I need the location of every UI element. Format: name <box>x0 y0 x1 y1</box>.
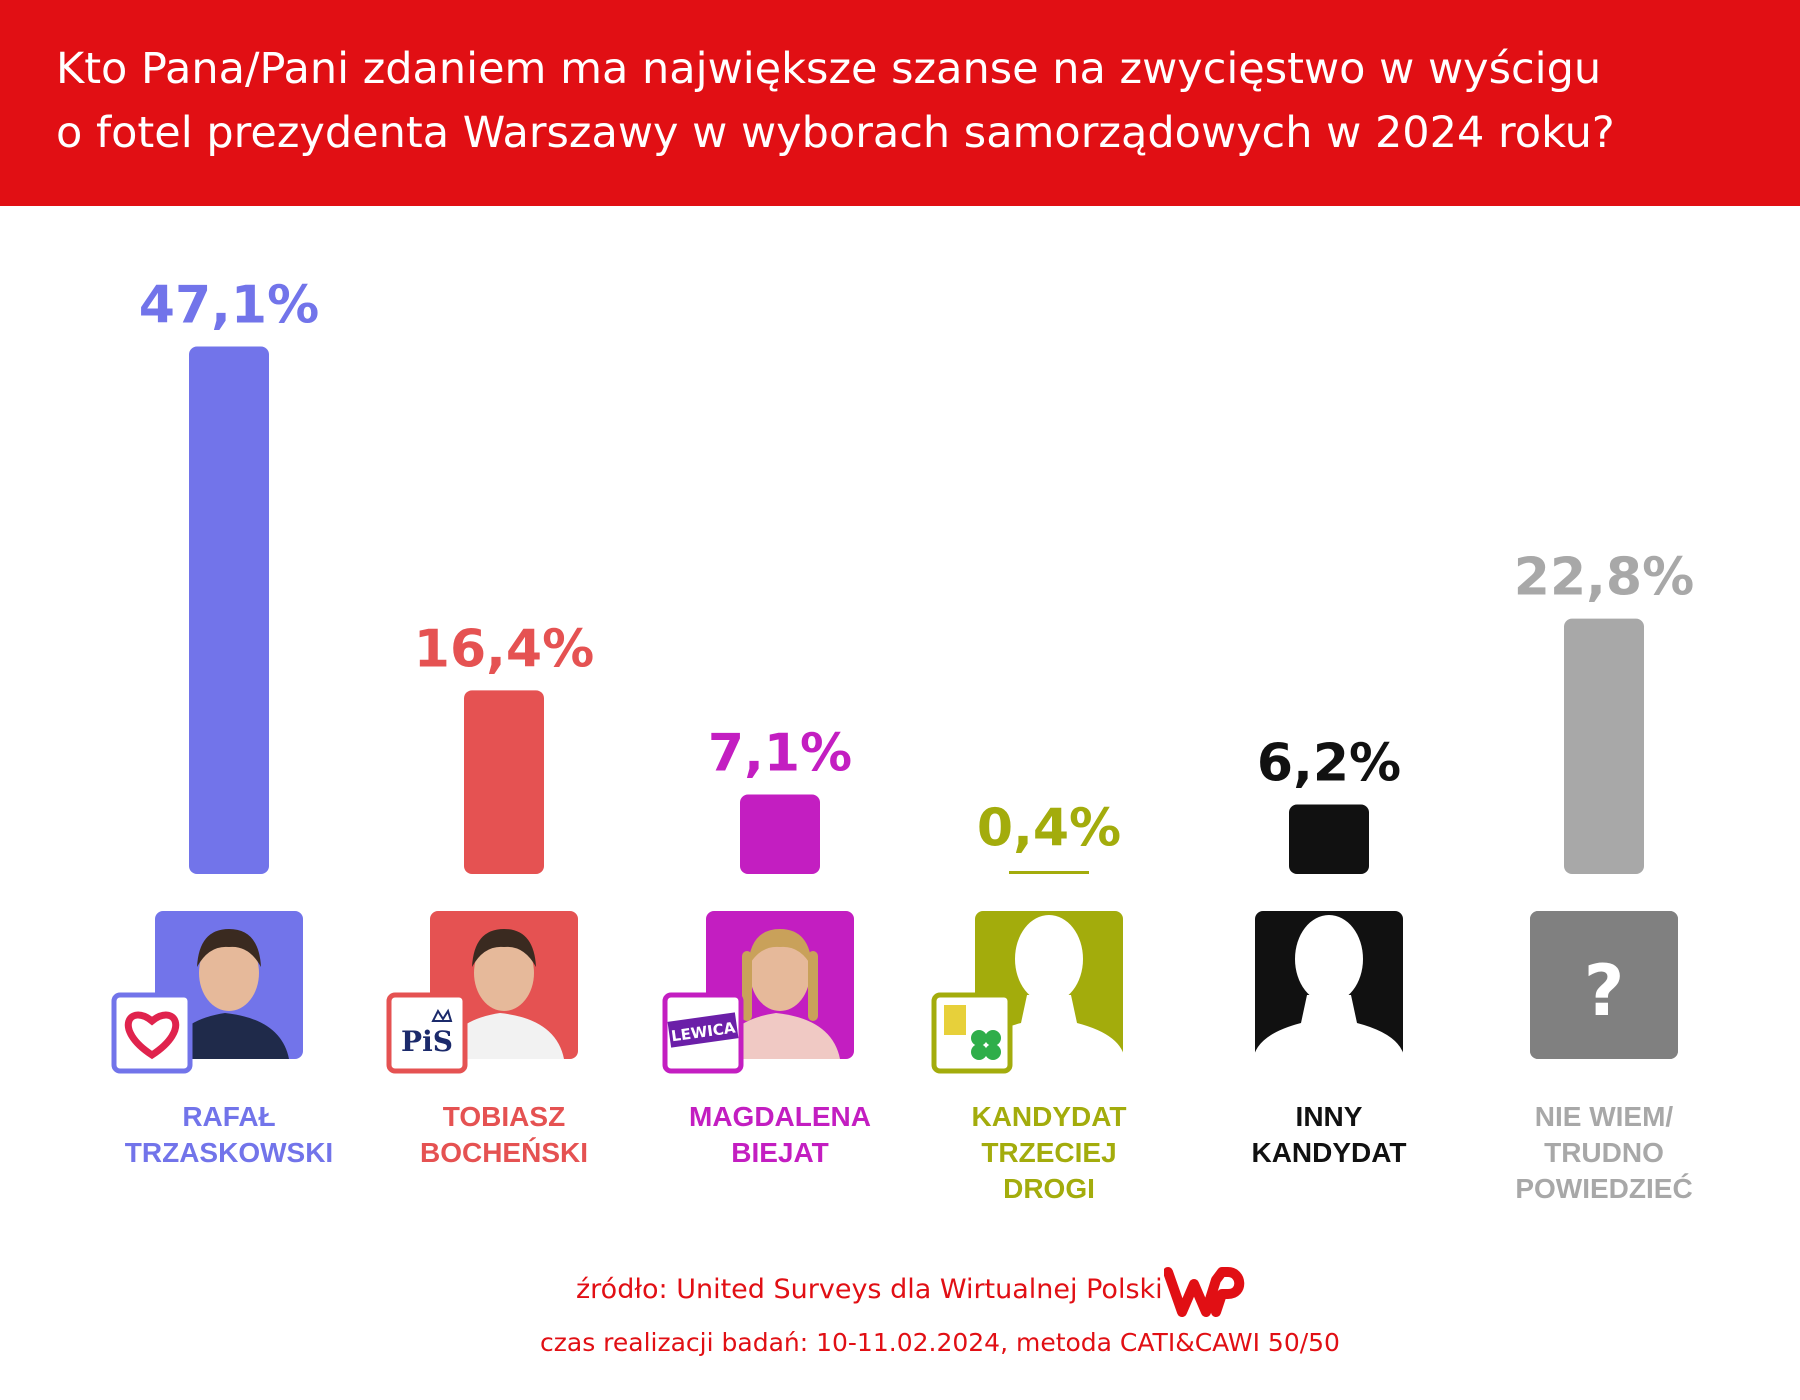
party-badge-heart-logo <box>111 992 193 1074</box>
category-label-4-line-3: DROGI <box>1003 1173 1095 1204</box>
category-label-5-line-2: KANDYDAT <box>1251 1137 1406 1168</box>
category-label-3-line-1: MAGDALENA <box>689 1101 871 1132</box>
category-label-2-line-2: BOCHEŃSKI <box>420 1137 588 1168</box>
category-label-6-line-1: NIE WIEM/ <box>1535 1101 1674 1132</box>
svg-text:PiS: PiS <box>401 1025 453 1058</box>
question-card <box>1530 911 1678 1059</box>
category-label-6-line-3: POWIEDZIEĆ <box>1515 1173 1692 1204</box>
bar-chart: 47,1% RAFAŁ TRZASKOWSKI 16,4% PiS TOBIASZ BOCH… <box>111 275 1694 1204</box>
portrait-5 <box>1253 911 1405 1061</box>
bar-4 <box>1009 871 1089 874</box>
bar-6 <box>1564 618 1644 874</box>
portrait-2: PiS <box>386 911 578 1074</box>
bar-5 <box>1289 804 1369 874</box>
portrait-3: LEWICA <box>662 911 854 1074</box>
chart-title-line-2: o fotel prezydenta Warszawy w wyborach s… <box>56 108 1615 158</box>
footer-source: źródło: United Surveys dla Wirtualnej Po… <box>576 1274 1163 1305</box>
value-label-5: 6,2% <box>1257 734 1401 794</box>
photo-bochenski <box>444 929 564 1059</box>
silhouette-icon <box>1253 915 1405 1061</box>
photo-trzaskowski <box>169 929 289 1059</box>
bar-3 <box>740 794 820 874</box>
value-label-3: 7,1% <box>708 723 852 783</box>
portrait-6: ? <box>1530 911 1678 1059</box>
value-label-6: 22,8% <box>1514 548 1694 608</box>
header-banner: Kto Pana/Pani zdaniem ma największe szan… <box>0 0 1800 206</box>
value-label-2: 16,4% <box>414 619 594 679</box>
portrait-4 <box>931 911 1125 1074</box>
party-badge-2050-logo <box>931 992 1013 1074</box>
category-label-2-line-1: TOBIASZ <box>443 1101 565 1132</box>
question-mark-icon: ? <box>1584 950 1625 1032</box>
category-label-5-line-1: INNY <box>1296 1101 1363 1132</box>
party-badge-pis: PiS <box>386 992 468 1074</box>
bar-2 <box>464 690 544 874</box>
value-label-4: 0,4% <box>977 799 1121 859</box>
value-label-1: 47,1% <box>139 275 319 335</box>
category-label-4-line-2: TRZECIEJ <box>981 1137 1116 1168</box>
category-label-3-line-2: BIEJAT <box>731 1137 829 1168</box>
bar-1 <box>189 346 269 874</box>
chart-title-line-1: Kto Pana/Pani zdaniem ma największe szan… <box>56 44 1602 94</box>
wp-logo <box>1164 1267 1245 1317</box>
heart-icon <box>124 1011 180 1060</box>
category-label-1-line-1: RAFAŁ <box>182 1101 275 1132</box>
clover-icon <box>971 1030 1001 1060</box>
category-label-6-line-2: TRUDNO <box>1544 1137 1664 1168</box>
photo-biejat <box>720 929 840 1059</box>
crown-icon <box>431 1008 453 1022</box>
category-label-4-line-1: KANDYDAT <box>971 1101 1126 1132</box>
party-badge-lewica: LEWICA <box>662 992 744 1074</box>
category-label-1-line-2: TRZASKOWSKI <box>125 1137 333 1168</box>
portrait-1 <box>111 911 303 1074</box>
footer-date: czas realizacji badań: 10-11.02.2024, me… <box>540 1328 1340 1357</box>
2050-mark <box>944 1005 966 1035</box>
